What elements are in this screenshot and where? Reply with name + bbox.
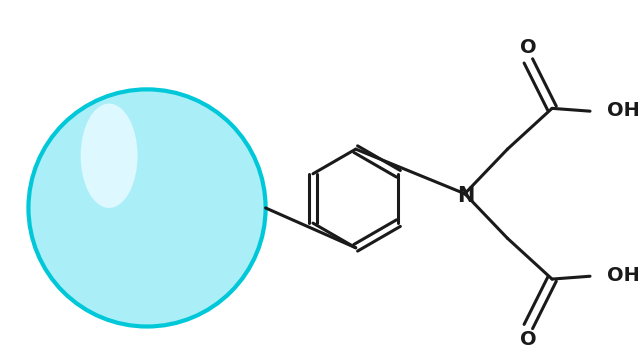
Text: OH: OH — [607, 101, 638, 120]
Text: O: O — [520, 330, 537, 349]
Ellipse shape — [80, 104, 138, 208]
Text: OH: OH — [607, 266, 638, 285]
Circle shape — [29, 89, 265, 327]
Text: O: O — [520, 38, 537, 57]
Text: N: N — [457, 186, 475, 206]
